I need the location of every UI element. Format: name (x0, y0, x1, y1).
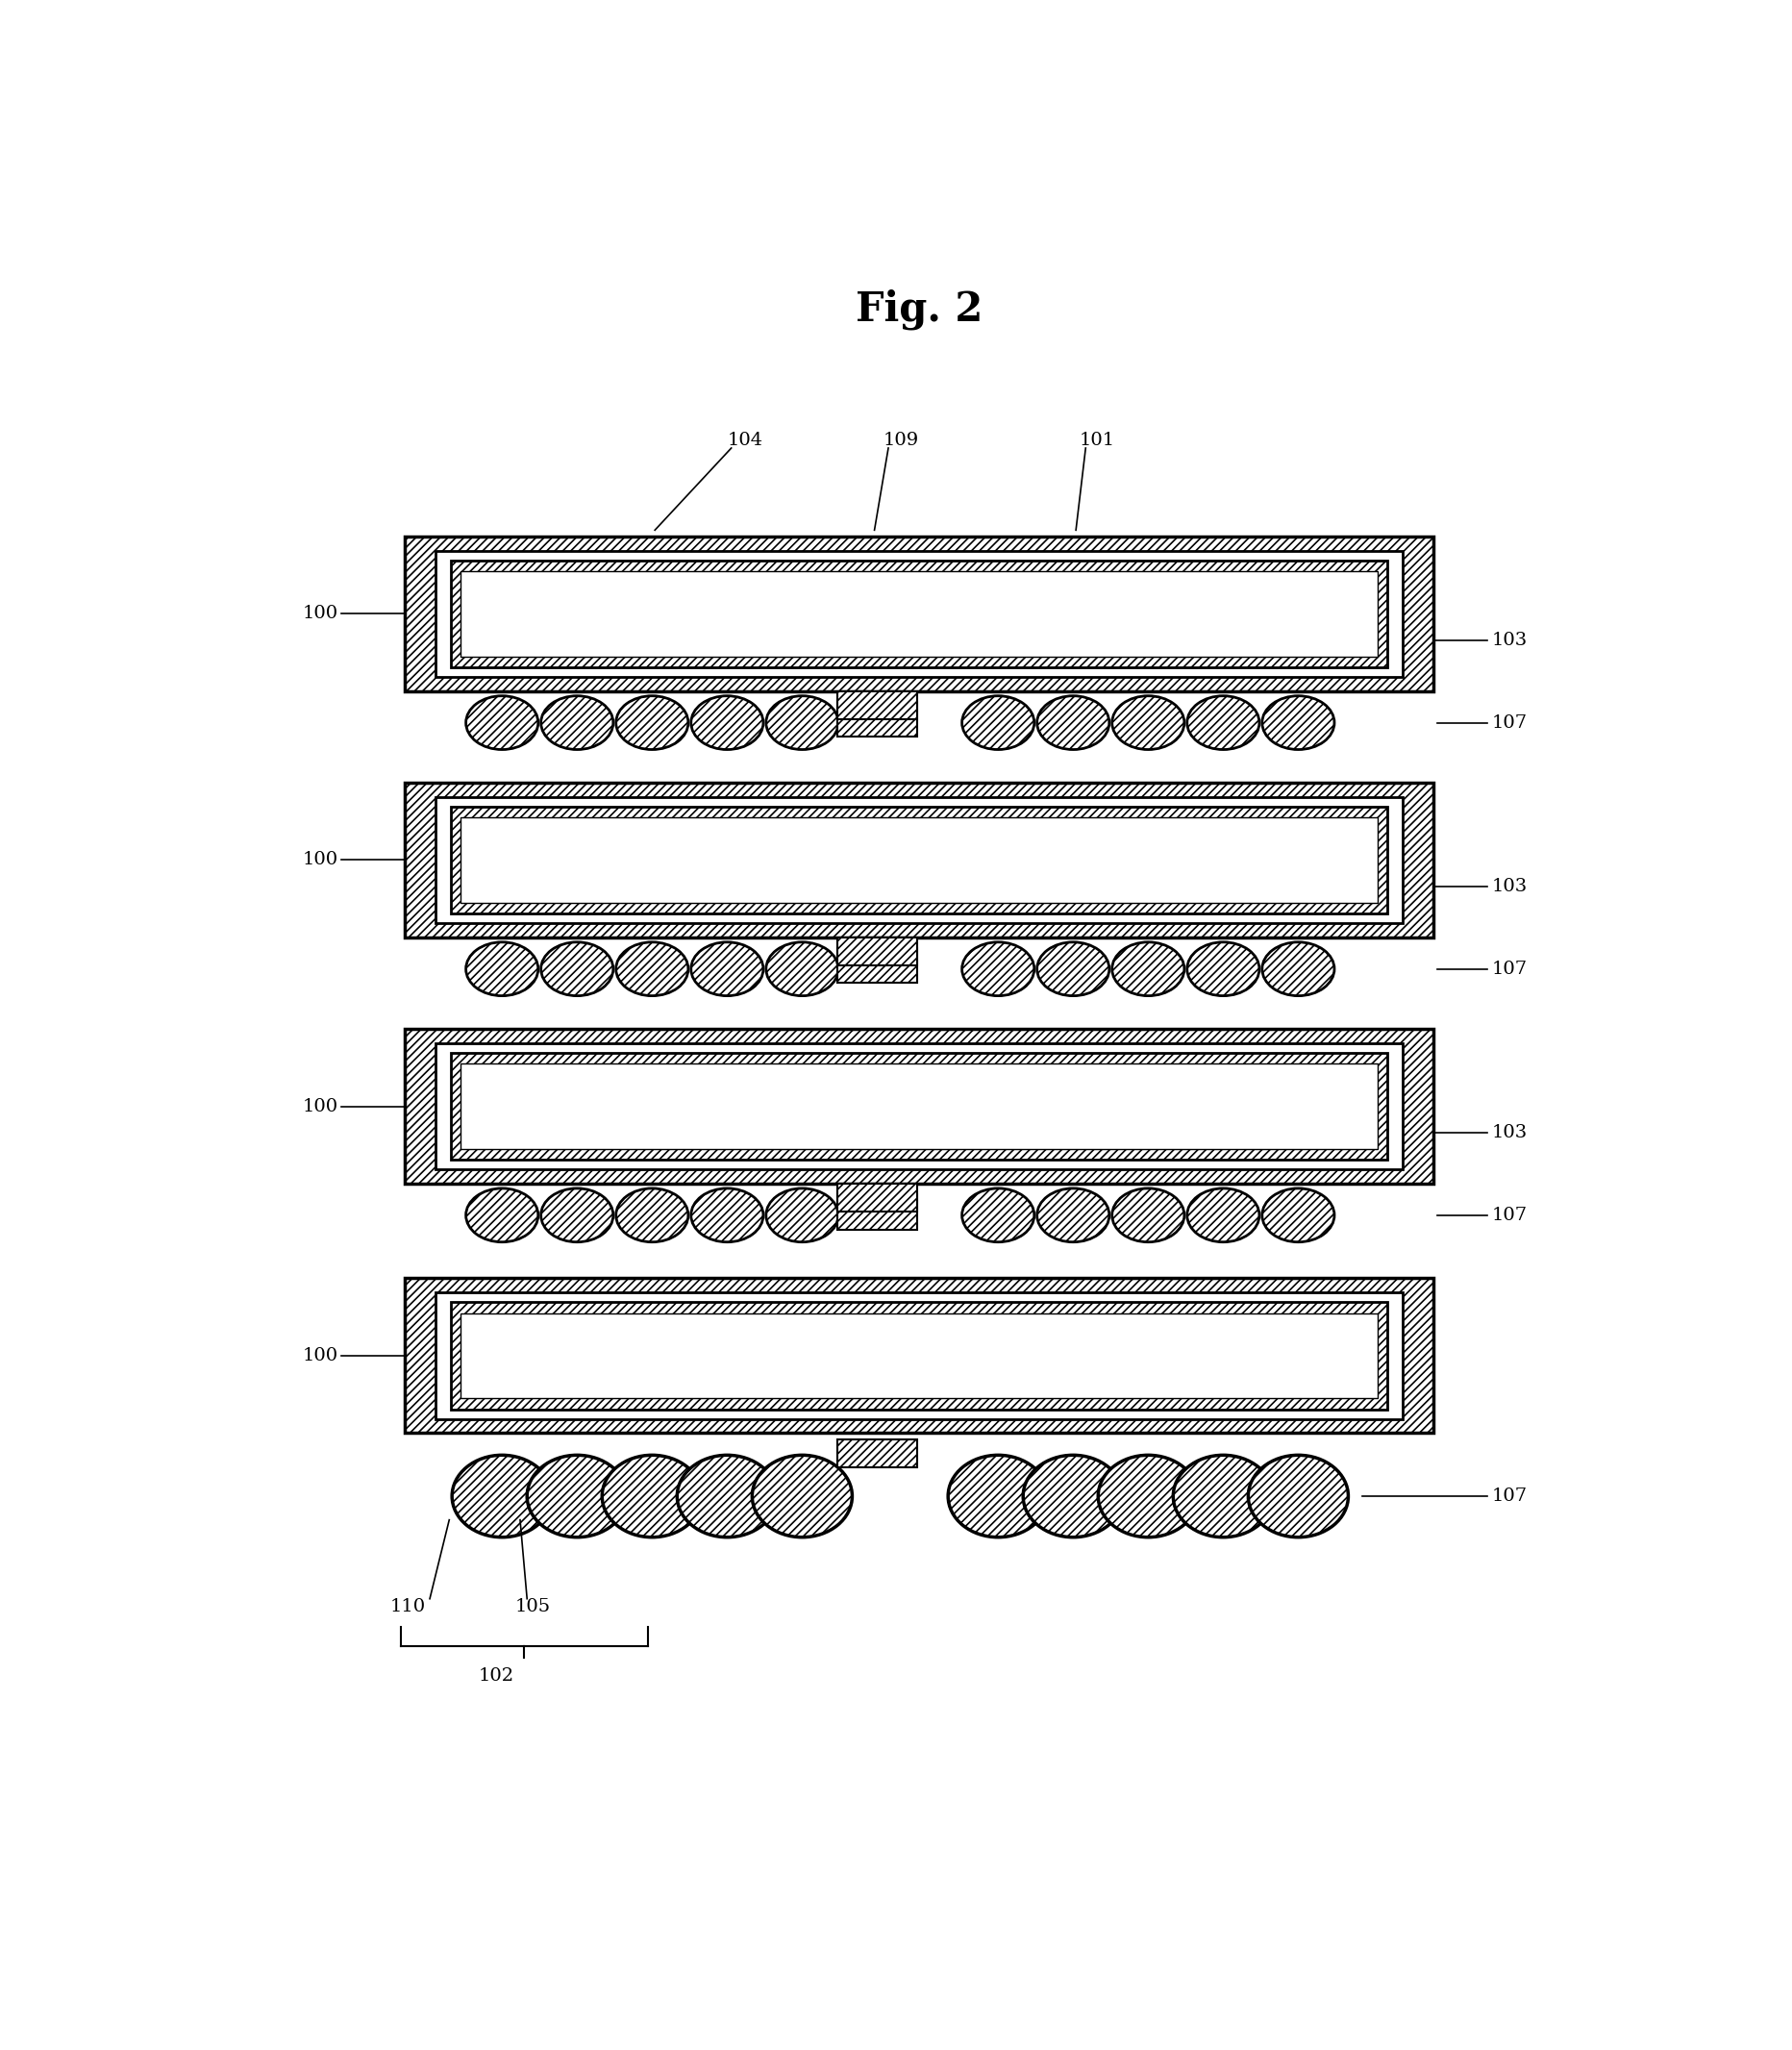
Ellipse shape (765, 1189, 839, 1242)
Ellipse shape (751, 1456, 851, 1538)
Text: Fig. 2: Fig. 2 (855, 289, 982, 330)
Text: 103: 103 (1491, 631, 1527, 650)
Ellipse shape (541, 695, 613, 750)
Bar (855, 691, 900, 703)
Ellipse shape (690, 1189, 763, 1242)
Ellipse shape (1186, 943, 1258, 996)
Bar (435, 551, 1401, 677)
Ellipse shape (1036, 695, 1109, 750)
Text: 110: 110 (389, 1599, 425, 1615)
Ellipse shape (1097, 1456, 1197, 1538)
Text: 100: 100 (303, 605, 339, 623)
Bar (461, 572, 1376, 656)
Text: 107: 107 (1491, 1488, 1527, 1505)
Ellipse shape (962, 943, 1034, 996)
Ellipse shape (948, 1456, 1048, 1538)
Bar (405, 1029, 1432, 1183)
Ellipse shape (1262, 943, 1333, 996)
Ellipse shape (466, 943, 538, 996)
Bar (837, 949, 918, 984)
Bar (837, 937, 918, 966)
Text: 102: 102 (478, 1667, 514, 1685)
Bar (461, 1314, 1376, 1398)
Ellipse shape (1262, 695, 1333, 750)
Ellipse shape (616, 695, 688, 750)
Ellipse shape (527, 1456, 627, 1538)
Bar (450, 560, 1387, 668)
Text: 103: 103 (1491, 1125, 1527, 1142)
Ellipse shape (1247, 1456, 1348, 1538)
Text: 105: 105 (514, 1599, 550, 1615)
Ellipse shape (1111, 943, 1185, 996)
Ellipse shape (962, 695, 1034, 750)
Bar (450, 1302, 1387, 1408)
Ellipse shape (1036, 1189, 1109, 1242)
Bar (837, 1439, 918, 1468)
Bar (405, 783, 1432, 937)
Ellipse shape (466, 695, 538, 750)
Bar (435, 1294, 1401, 1419)
Text: 100: 100 (303, 1347, 339, 1365)
Bar (405, 1279, 1432, 1433)
Ellipse shape (1262, 1189, 1333, 1242)
Ellipse shape (1111, 695, 1185, 750)
Text: 107: 107 (1491, 959, 1527, 978)
Ellipse shape (1036, 943, 1109, 996)
Ellipse shape (1023, 1456, 1122, 1538)
Ellipse shape (541, 1189, 613, 1242)
Ellipse shape (541, 943, 613, 996)
Bar (435, 797, 1401, 923)
Text: 100: 100 (303, 851, 339, 869)
Ellipse shape (466, 1189, 538, 1242)
Ellipse shape (765, 943, 839, 996)
Bar (450, 1052, 1387, 1160)
Bar (837, 1183, 918, 1212)
Ellipse shape (1186, 695, 1258, 750)
Text: 104: 104 (728, 430, 763, 449)
Ellipse shape (452, 1456, 552, 1538)
Bar (855, 1183, 900, 1195)
Bar (461, 818, 1376, 902)
Ellipse shape (1186, 1189, 1258, 1242)
Ellipse shape (616, 943, 688, 996)
Text: 109: 109 (882, 430, 918, 449)
Ellipse shape (962, 1189, 1034, 1242)
Ellipse shape (690, 943, 763, 996)
Ellipse shape (765, 695, 839, 750)
Bar (837, 691, 918, 720)
Bar (837, 1195, 918, 1230)
Ellipse shape (677, 1456, 776, 1538)
Ellipse shape (616, 1189, 688, 1242)
Bar (461, 1064, 1376, 1148)
Bar (855, 937, 900, 949)
Ellipse shape (1111, 1189, 1185, 1242)
Bar (405, 537, 1432, 691)
Text: 101: 101 (1079, 430, 1115, 449)
Ellipse shape (602, 1456, 702, 1538)
Bar (435, 1043, 1401, 1168)
Text: 103: 103 (1491, 877, 1527, 896)
Text: 100: 100 (303, 1097, 339, 1115)
Text: 107: 107 (1491, 1207, 1527, 1224)
Bar (837, 703, 918, 736)
Text: 107: 107 (1491, 713, 1527, 732)
Bar (450, 806, 1387, 914)
Ellipse shape (690, 695, 763, 750)
Ellipse shape (1172, 1456, 1272, 1538)
